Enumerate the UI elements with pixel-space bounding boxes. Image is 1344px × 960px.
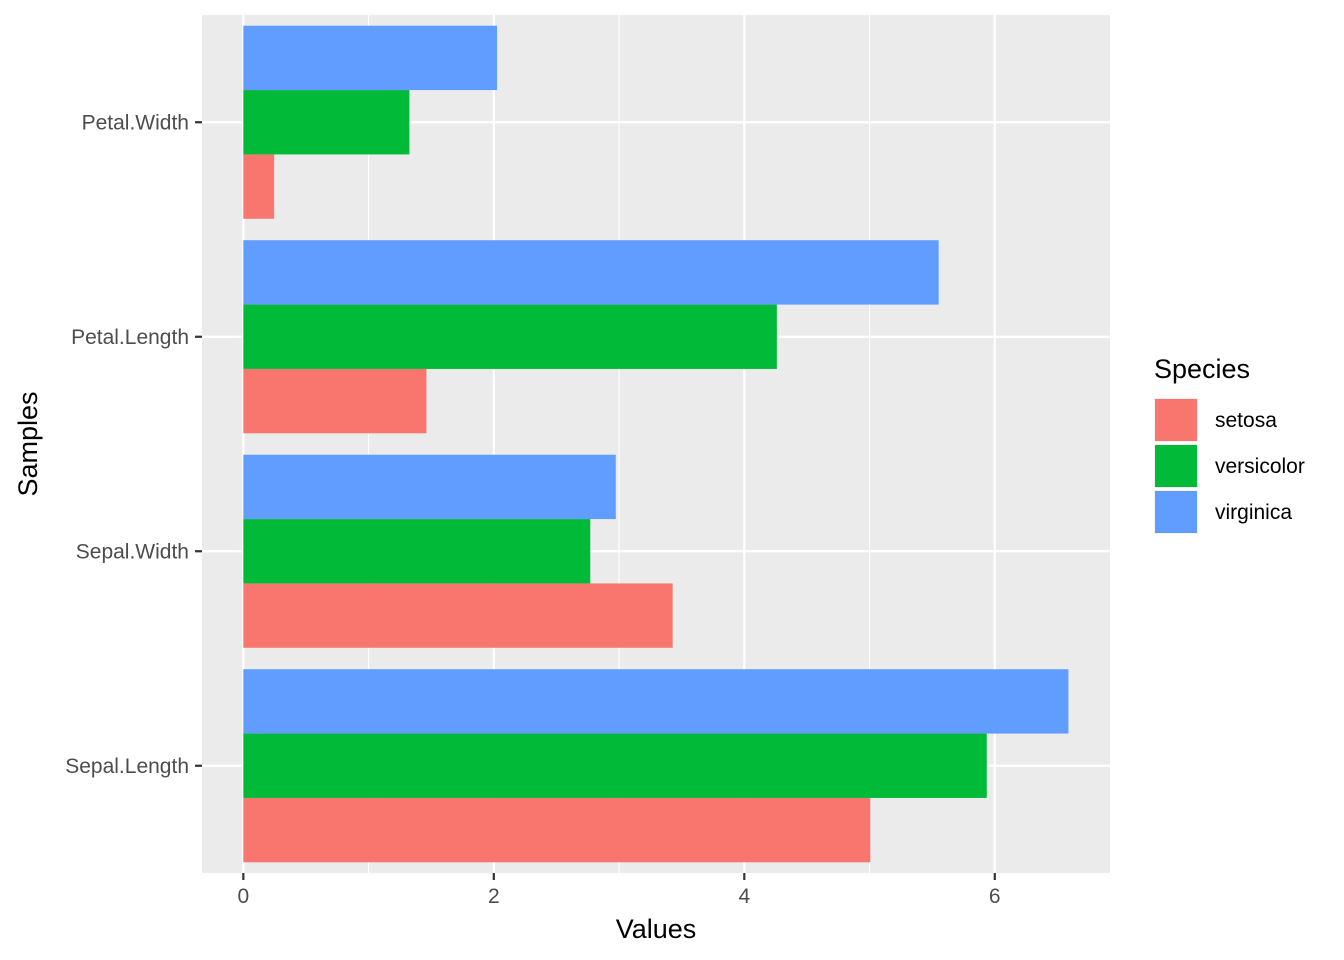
- bar-versicolor-Sepal.Width: [243, 519, 591, 584]
- bar-setosa-Sepal.Width: [243, 583, 673, 648]
- bar-virginica-Sepal.Width: [243, 454, 616, 520]
- y-tick-label: Sepal.Length: [65, 755, 189, 778]
- legend-title: Species: [1154, 354, 1250, 384]
- y-tick-label: Petal.Width: [82, 111, 189, 134]
- y-axis-title: Samples: [13, 391, 43, 496]
- legend-key-versicolor: [1155, 445, 1197, 487]
- bar-virginica-Petal.Length: [243, 240, 939, 305]
- bars: [243, 25, 1069, 863]
- bar-setosa-Sepal.Length: [243, 797, 871, 863]
- legend-label-virginica: virginica: [1215, 501, 1292, 524]
- legend-label-versicolor: versicolor: [1215, 455, 1305, 478]
- y-axis: Sepal.Length Sepal.Width Petal.Length Petal…: [65, 111, 202, 778]
- legend-key-setosa: [1155, 399, 1197, 441]
- bar-versicolor-Petal.Width: [243, 90, 410, 155]
- bar-versicolor-Sepal.Length: [243, 733, 987, 798]
- bar-virginica-Sepal.Length: [243, 669, 1069, 734]
- y-tick-label: Petal.Length: [71, 326, 189, 349]
- bar-virginica-Petal.Width: [243, 25, 498, 91]
- x-tick-label: 2: [488, 885, 500, 908]
- legend-key-virginica: [1155, 491, 1197, 533]
- legend: Species setosa versicolor virginica: [1154, 354, 1305, 534]
- x-axis-title: Values: [616, 914, 697, 944]
- bar-setosa-Petal.Width: [243, 154, 275, 219]
- bar-versicolor-Petal.Length: [243, 304, 777, 369]
- x-axis: 0 2 4 6: [237, 873, 1001, 908]
- x-tick-label: 0: [237, 885, 249, 908]
- bar-setosa-Petal.Length: [243, 368, 427, 434]
- x-tick-label: 6: [989, 885, 1001, 908]
- legend-label-setosa: setosa: [1215, 409, 1277, 432]
- x-tick-label: 4: [738, 885, 750, 908]
- y-tick-label: Sepal.Width: [76, 540, 189, 563]
